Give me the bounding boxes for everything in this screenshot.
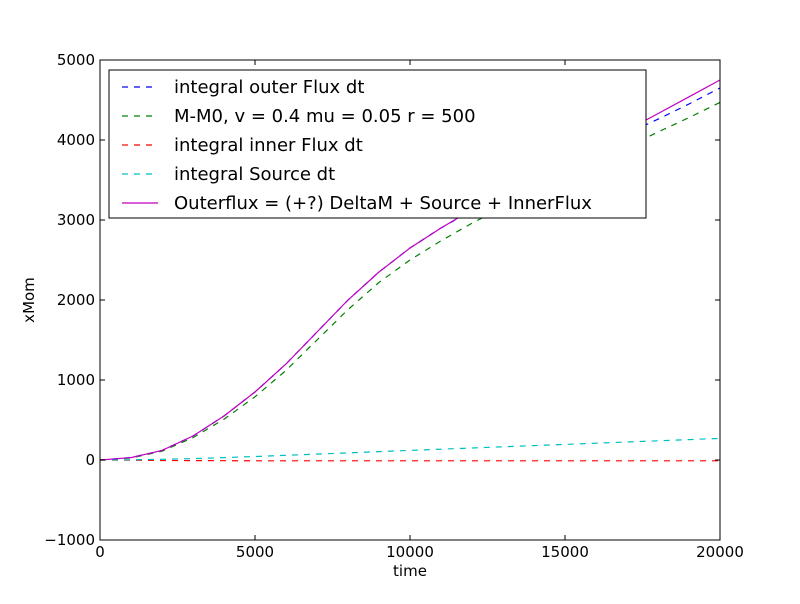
y-tick-label: −1000 (44, 531, 95, 549)
x-tick-label: 0 (95, 543, 105, 561)
legend-label-5: Outerflux = (+?) DeltaM + Source + Inner… (174, 193, 592, 214)
legend-label-4: integral Source dt (174, 164, 335, 185)
y-tick-label: 1000 (57, 371, 95, 389)
y-tick-label: 2000 (57, 291, 95, 309)
y-tick-label: 5000 (57, 51, 95, 69)
y-tick-label: 3000 (57, 211, 95, 229)
legend: integral outer Flux dt M-M0, v = 0.4 mu =… (108, 69, 647, 219)
x-tick-label: 5000 (236, 543, 274, 561)
x-axis-label: time (393, 562, 427, 580)
series-line-4 (100, 437, 720, 461)
y-tick-label: 0 (85, 451, 95, 469)
y-axis-label: xMom (20, 277, 38, 323)
x-tick-label: 15000 (541, 543, 589, 561)
x-tick-label: 20000 (696, 543, 744, 561)
legend-label-1: integral outer Flux dt (174, 77, 364, 98)
y-tick-label: 4000 (57, 131, 95, 149)
legend-label-2: M-M0, v = 0.4 mu = 0.05 r = 500 (174, 106, 476, 127)
axis-ticks: 0 5000 10000 15000 20000−1000010002000300040… (44, 51, 744, 561)
legend-box (108, 69, 647, 219)
series-line-3 (100, 459, 720, 462)
x-tick-label: 10000 (386, 543, 434, 561)
legend-label-3: integral inner Flux dt (174, 135, 363, 156)
series-line-2 (100, 101, 720, 461)
